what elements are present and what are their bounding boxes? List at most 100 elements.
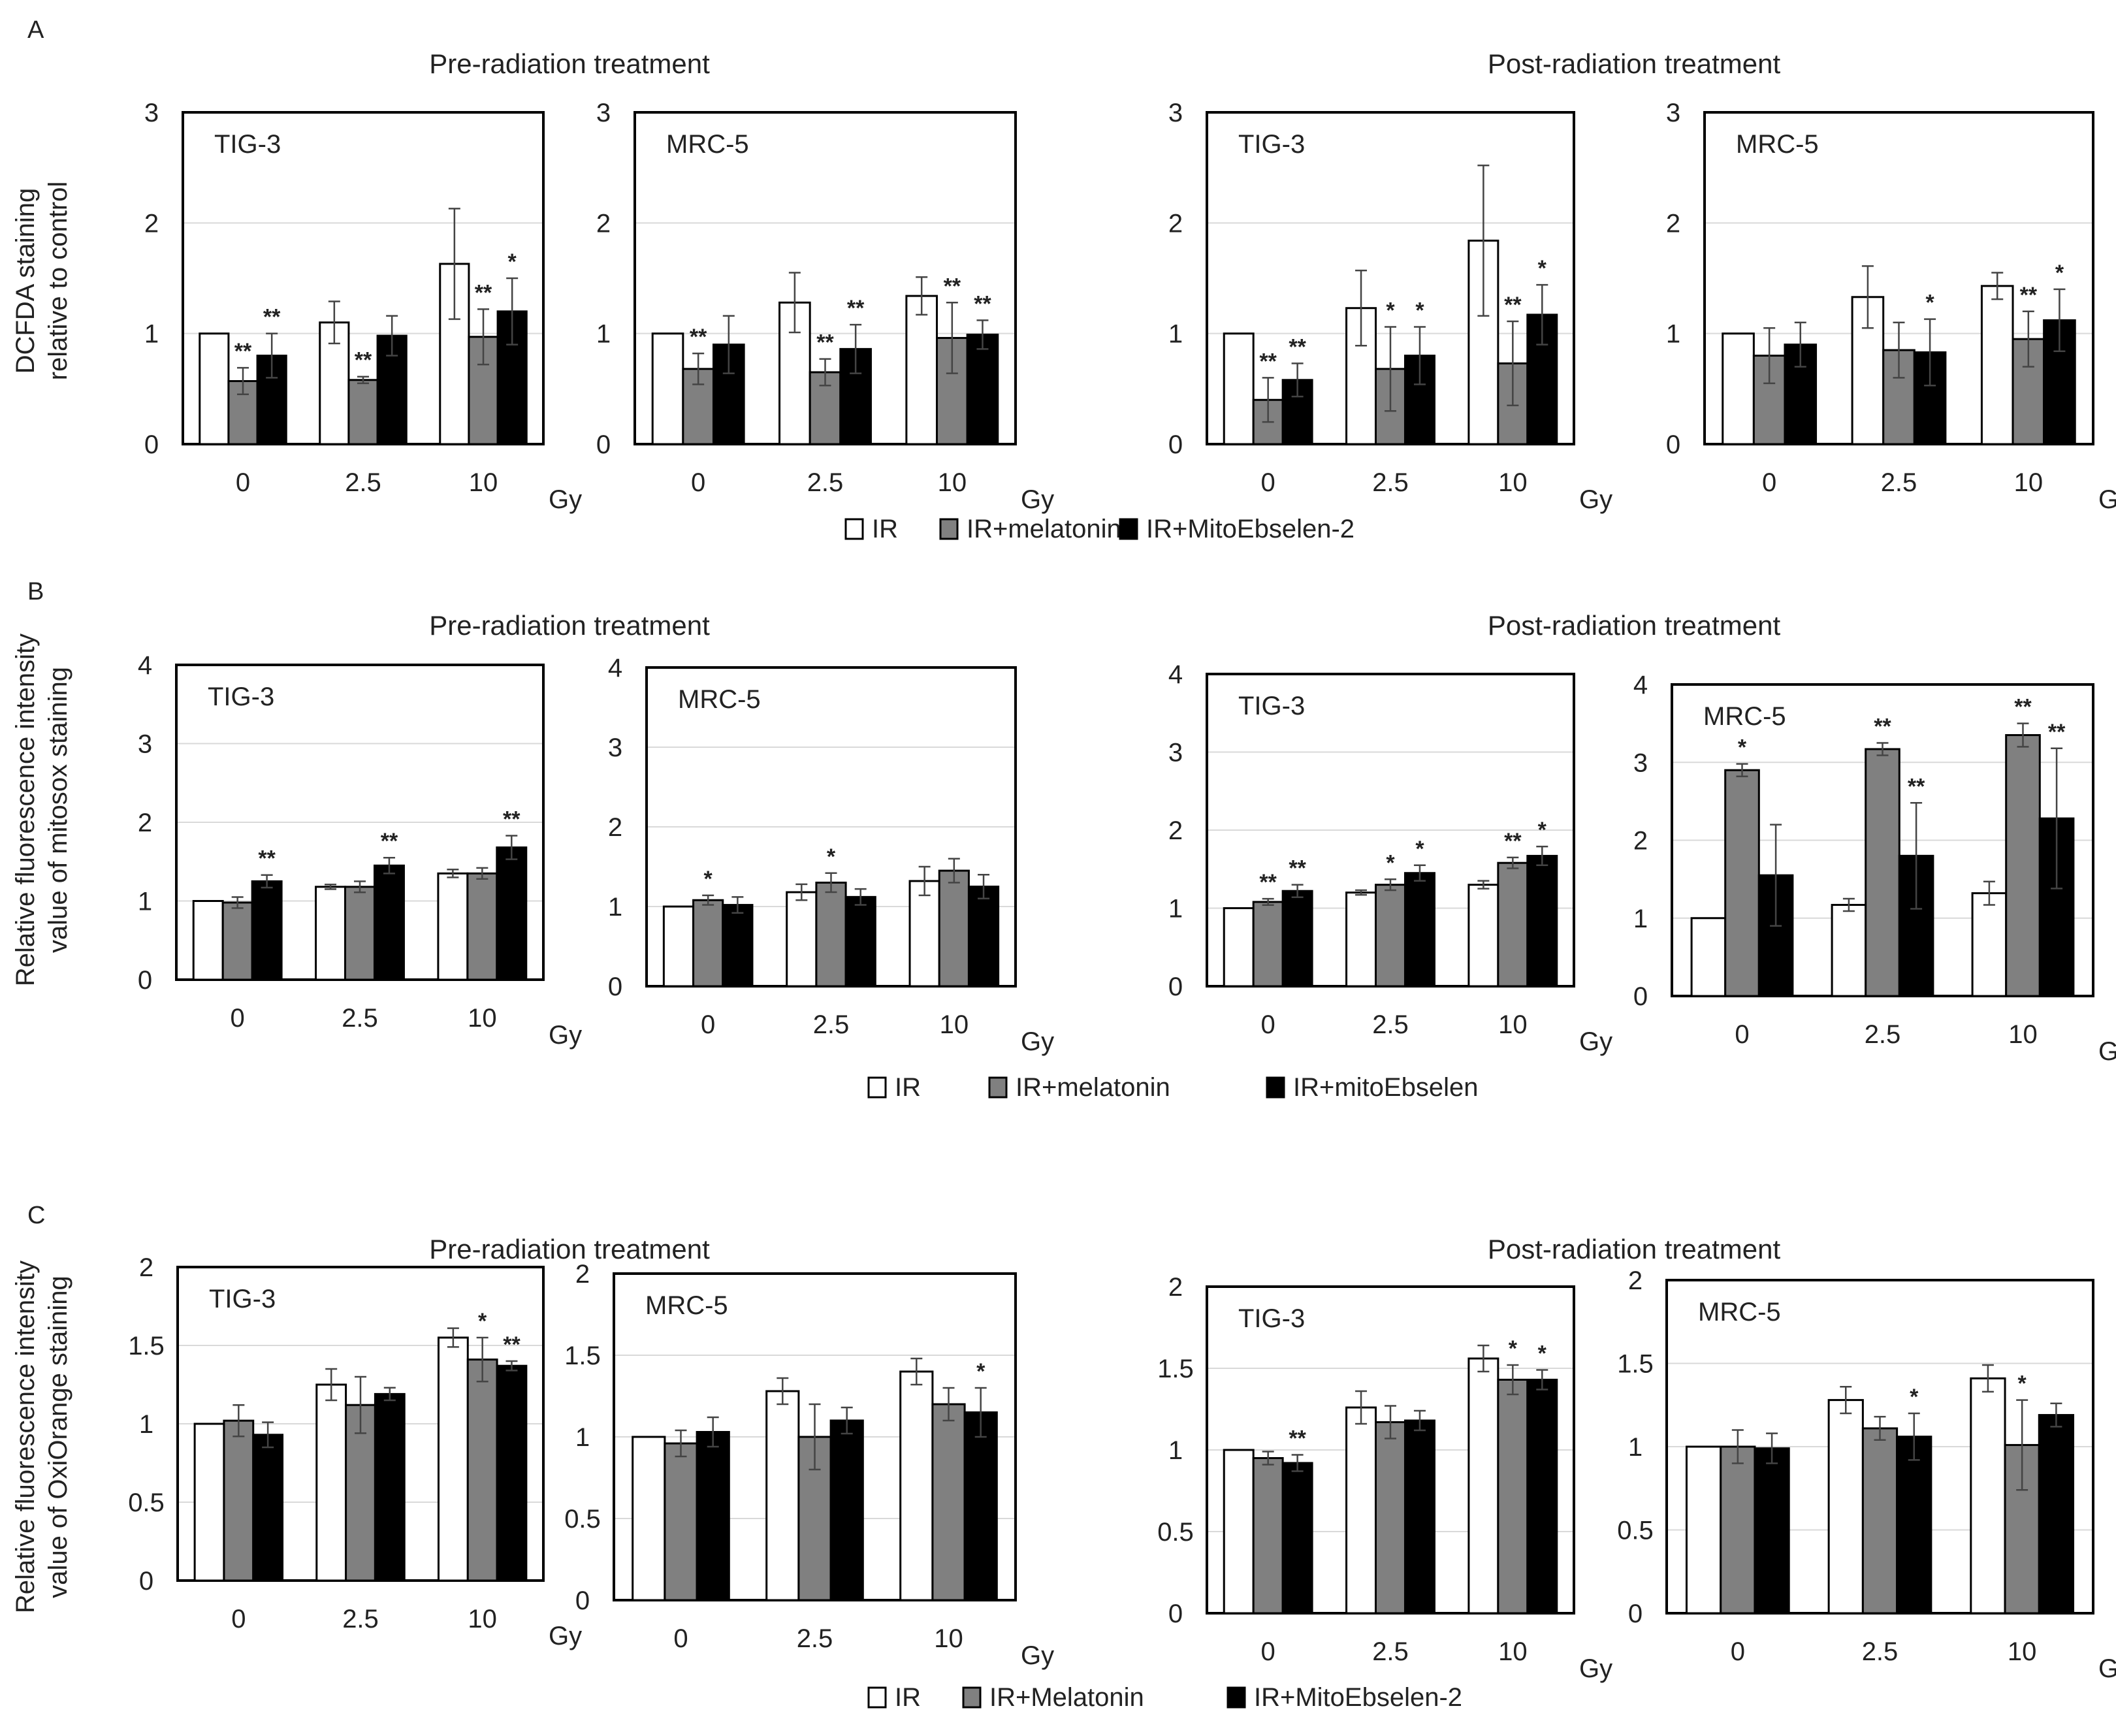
chart-C2: 0 0.5 1 1.5 2 MRC-5 0 2.5 * 10 Gy	[564, 1260, 1054, 1670]
y-tick-label: 1	[1168, 320, 1183, 349]
x-tick-label: 2.5	[1372, 468, 1409, 497]
bar	[496, 846, 528, 981]
bar	[1754, 1447, 1790, 1615]
y-tick-label: 4	[1168, 660, 1183, 689]
y-tick-label: 0	[1666, 430, 1680, 459]
bar	[466, 872, 498, 981]
y-tick-label: 1	[608, 893, 622, 922]
panel-letter: B	[27, 578, 44, 605]
y-tick-label: 1	[144, 320, 159, 349]
legend: IR IR+melatonin IR+MitoEbselen-2	[844, 515, 1355, 543]
chart-B2: 0 1 2 3 4 MRC-5 * 0 * 2.5 10 Gy	[608, 654, 1054, 1056]
bar	[315, 1383, 347, 1582]
bar	[251, 880, 283, 981]
bar	[1467, 884, 1499, 988]
bar	[908, 880, 940, 988]
y-tick-label: 1	[1666, 320, 1680, 349]
bar	[373, 864, 405, 981]
x-tick-label: 10	[2014, 468, 2044, 497]
significance-star: **	[475, 280, 492, 305]
bar	[347, 379, 379, 445]
chart-B1: 0 1 2 3 4 TIG-3 ** 0 ** 2.5 ** 10 Gy	[138, 651, 582, 1050]
x-tick-label: 0	[1735, 1020, 1749, 1049]
significance-star: **	[1874, 714, 1891, 739]
bar	[466, 1358, 498, 1582]
bar	[651, 332, 684, 445]
section-title-pre: Pre-radiation treatment	[429, 1234, 710, 1264]
bar	[1970, 1377, 2006, 1615]
bar	[722, 904, 754, 988]
significance-star: **	[2014, 695, 2032, 720]
x-tick-label: 10	[2008, 1637, 2037, 1666]
bar	[192, 900, 224, 981]
bar	[786, 891, 818, 988]
bar	[344, 886, 376, 981]
bar	[1223, 332, 1255, 445]
bar	[193, 1423, 225, 1582]
chart-title: MRC-5	[1736, 130, 1819, 159]
x-tick-label: 0	[1261, 1010, 1275, 1039]
y-tick-label: 0.5	[1617, 1517, 1654, 1545]
x-axis-unit: Gy	[2098, 1037, 2116, 1066]
y-axis-label-line1: DCFDA staining	[11, 188, 40, 374]
significance-star: *	[1509, 1336, 1518, 1361]
significance-star: **	[1259, 870, 1277, 895]
y-axis-label-line2: value of OxiOrange staining	[44, 1276, 72, 1598]
x-axis-unit: Gy	[549, 1021, 582, 1050]
significance-star: **	[847, 296, 865, 321]
x-axis-unit: Gy	[1579, 1027, 1612, 1056]
bar	[1980, 285, 2014, 445]
chart-title: TIG-3	[1238, 692, 1305, 720]
x-tick-label: 2.5	[1881, 468, 1917, 497]
chart-title: TIG-3	[208, 683, 274, 711]
y-tick-label: 1	[1168, 1436, 1183, 1465]
y-tick-label: 0.5	[1157, 1518, 1194, 1547]
significance-star: **	[2048, 720, 2066, 745]
y-tick-label: 0	[608, 972, 622, 1001]
significance-star: **	[1289, 1426, 1306, 1451]
significance-star: **	[2020, 283, 2038, 308]
x-tick-label: 0	[231, 1004, 245, 1033]
chart-title: MRC-5	[1698, 1298, 1781, 1326]
chart-title: MRC-5	[645, 1291, 728, 1320]
bar	[844, 895, 876, 988]
x-tick-label: 0	[691, 468, 705, 497]
x-tick-label: 0	[701, 1010, 715, 1039]
y-tick-label: 4	[608, 654, 622, 683]
bar	[1896, 1436, 1932, 1615]
y-tick-label: 1	[139, 1410, 153, 1439]
bar	[1252, 901, 1284, 988]
legend-label: IR	[895, 1073, 921, 1102]
x-tick-label: 0	[1261, 468, 1275, 497]
y-tick-label: 1	[596, 320, 611, 349]
legend-swatch	[1119, 518, 1138, 540]
y-tick-label: 1.5	[1617, 1350, 1654, 1379]
x-tick-label: 10	[938, 468, 967, 497]
panel-letter: C	[27, 1202, 45, 1229]
panel-letter: A	[27, 16, 44, 44]
x-axis-unit: Gy	[1021, 1027, 1054, 1056]
bar	[696, 1431, 730, 1601]
bar	[1526, 1379, 1558, 1615]
bar	[199, 332, 230, 445]
x-tick-label: 2.5	[1372, 1010, 1409, 1039]
x-tick-label: 2.5	[1862, 1637, 1899, 1666]
significance-star: **	[974, 291, 991, 316]
significance-star: *	[1386, 298, 1395, 323]
chart-title: MRC-5	[678, 685, 761, 714]
legend-swatch	[867, 1076, 887, 1099]
significance-star: **	[258, 846, 276, 871]
y-tick-label: 3	[1633, 748, 1648, 777]
x-tick-label: 0	[673, 1624, 688, 1653]
y-tick-label: 1	[1633, 905, 1648, 933]
y-axis-label-line1: Relative fluorescence intensity	[11, 634, 40, 986]
significance-star: **	[1504, 829, 1522, 854]
significance-star: *	[976, 1359, 986, 1384]
y-tick-label: 2	[1628, 1266, 1643, 1295]
bar	[1497, 861, 1529, 988]
legend-label: IR+mitoEbselen	[1293, 1073, 1478, 1102]
x-axis-unit: Gy	[1579, 485, 1612, 514]
bar	[692, 899, 724, 988]
